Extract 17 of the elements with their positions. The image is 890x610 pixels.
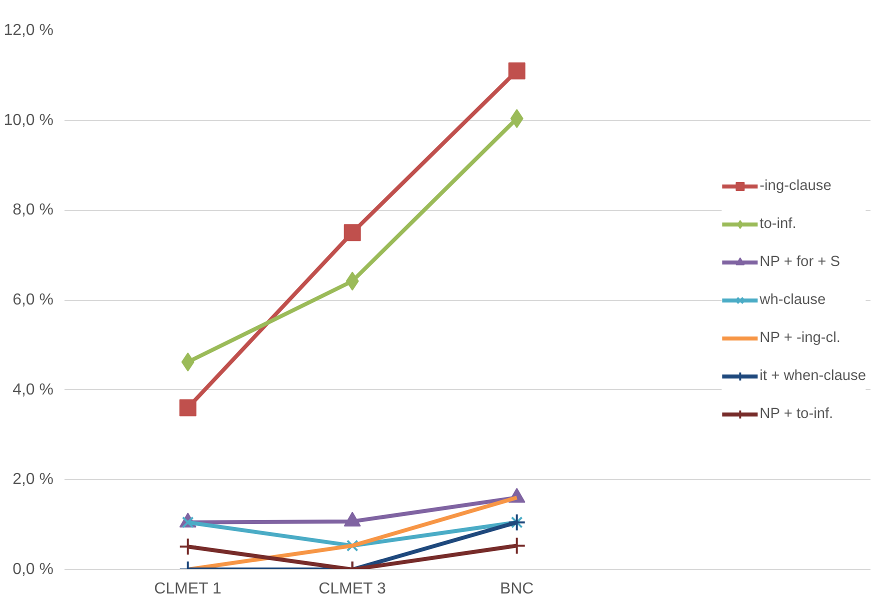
legend-label: wh-clause — [760, 292, 826, 308]
y-tick-label: 0,0 % — [12, 561, 54, 578]
legend-label: NP + -ing-cl. — [760, 330, 840, 346]
legend-label: NP + to-inf. — [760, 406, 834, 422]
legend-label: NP + for + S — [760, 254, 840, 270]
y-tick-label: 10,0 % — [4, 112, 54, 129]
x-tick-label: CLMET 3 — [318, 580, 386, 598]
y-tick-label: 8,0 % — [12, 202, 54, 219]
legend-label: -ing-clause — [760, 178, 832, 194]
legend-label: to-inf. — [760, 216, 796, 232]
y-tick-label: 4,0 % — [12, 381, 54, 398]
y-tick-label: 2,0 % — [12, 471, 54, 488]
x-tick-label: CLMET 1 — [154, 580, 222, 598]
y-tick-label: 12,0 % — [4, 22, 54, 39]
x-tick-label: BNC — [500, 580, 534, 598]
y-tick-label: 6,0 % — [12, 292, 54, 308]
legend-label: it + when-clause — [760, 368, 866, 384]
